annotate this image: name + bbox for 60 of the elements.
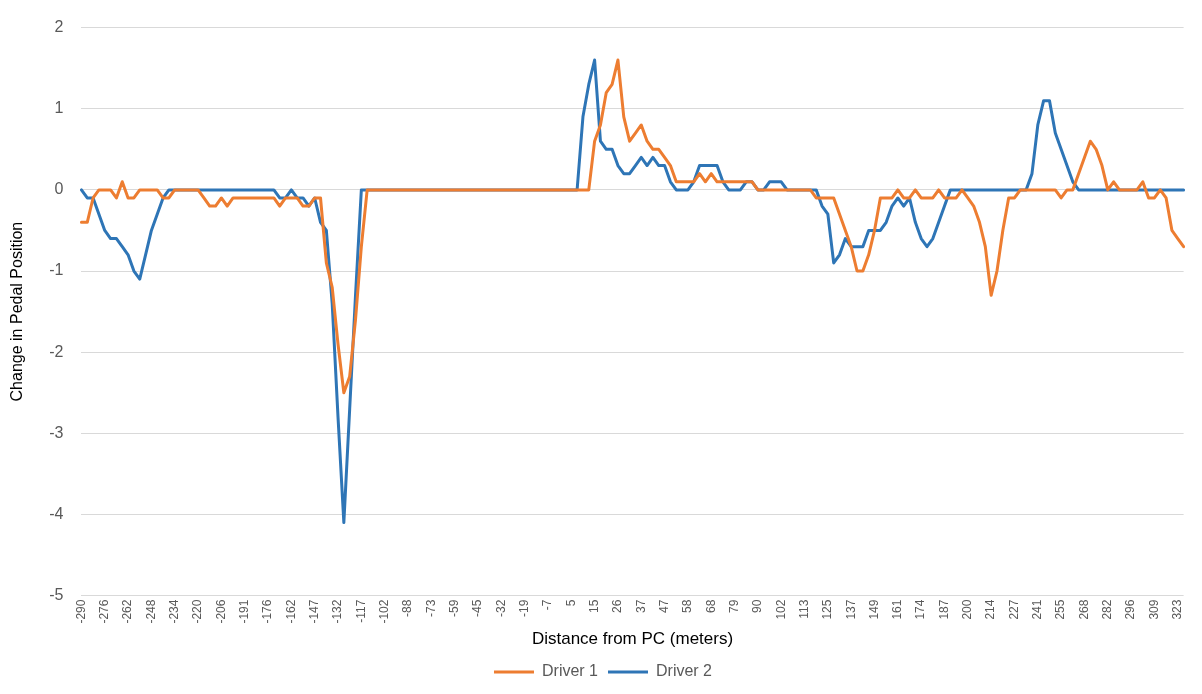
x-tick-label: -162 [283,599,298,624]
x-tick-label: 214 [983,599,998,620]
x-tick-label: -102 [376,599,391,624]
y-tick-label: -1 [49,261,64,279]
x-tick-label: -73 [423,599,438,617]
x-tick-label: 268 [1076,599,1091,620]
x-tick-label: -220 [190,599,205,624]
legend-label: Driver 1 [541,662,599,680]
x-tick-label: -32 [493,599,508,617]
x-tick-label: -132 [330,599,345,624]
y-tick-label: -4 [49,504,64,522]
x-tick-label: -206 [213,599,228,624]
x-tick-label: -276 [97,599,112,624]
x-tick-label: -191 [237,599,252,624]
x-tick-label: 137 [843,599,858,620]
x-tick-label: 125 [820,599,835,620]
x-tick-label: 90 [750,599,765,613]
x-tick-label: -262 [120,599,135,624]
x-tick-label: 26 [610,599,625,613]
x-tick-label: 296 [1123,599,1138,620]
legend-label: Driver 2 [656,662,713,680]
x-tick-label: -45 [470,599,485,617]
y-axis-title: Change in Pedal Position [8,221,26,402]
x-tick-label: -176 [260,599,275,624]
x-tick-label: -88 [400,599,415,617]
y-tick-label: 0 [54,180,64,198]
y-tick-label: -3 [49,423,64,441]
x-tick-label: -59 [446,599,461,617]
x-tick-label: 15 [586,599,601,613]
x-tick-label: 68 [703,599,718,613]
x-tick-label: 113 [796,599,811,619]
x-tick-label: -117 [353,599,368,623]
x-tick-label: 282 [1100,599,1115,620]
x-tick-label: 174 [913,599,928,620]
x-tick-label: -234 [167,599,182,624]
x-tick-label: -290 [73,599,88,624]
x-tick-label: 149 [866,599,881,620]
x-tick-label: 79 [726,599,741,613]
x-tick-label: 187 [936,599,951,620]
x-tick-label: -19 [516,599,531,617]
x-tick-label: 102 [773,599,788,620]
x-tick-label: 200 [960,599,975,620]
x-tick-label: 241 [1030,599,1045,620]
x-tick-label: 309 [1146,599,1161,620]
x-tick-label: 255 [1053,599,1068,620]
x-tick-label: 323 [1170,599,1185,620]
y-tick-label: 2 [54,18,64,36]
x-tick-label: 37 [633,599,648,613]
x-tick-label: 5 [563,599,578,607]
y-tick-label: -2 [49,342,64,360]
x-tick-label: 47 [656,599,671,613]
x-axis-title: Distance from PC (meters) [531,629,734,649]
x-tick-label: -147 [307,599,321,624]
x-tick-label: 161 [890,599,905,620]
y-tick-label: -5 [49,585,64,603]
x-tick-label: -248 [143,599,158,624]
x-tick-label: 227 [1006,599,1021,620]
x-tick-label: -7 [540,599,555,611]
y-tick-label: 1 [54,99,64,117]
x-tick-label: 58 [680,599,695,613]
